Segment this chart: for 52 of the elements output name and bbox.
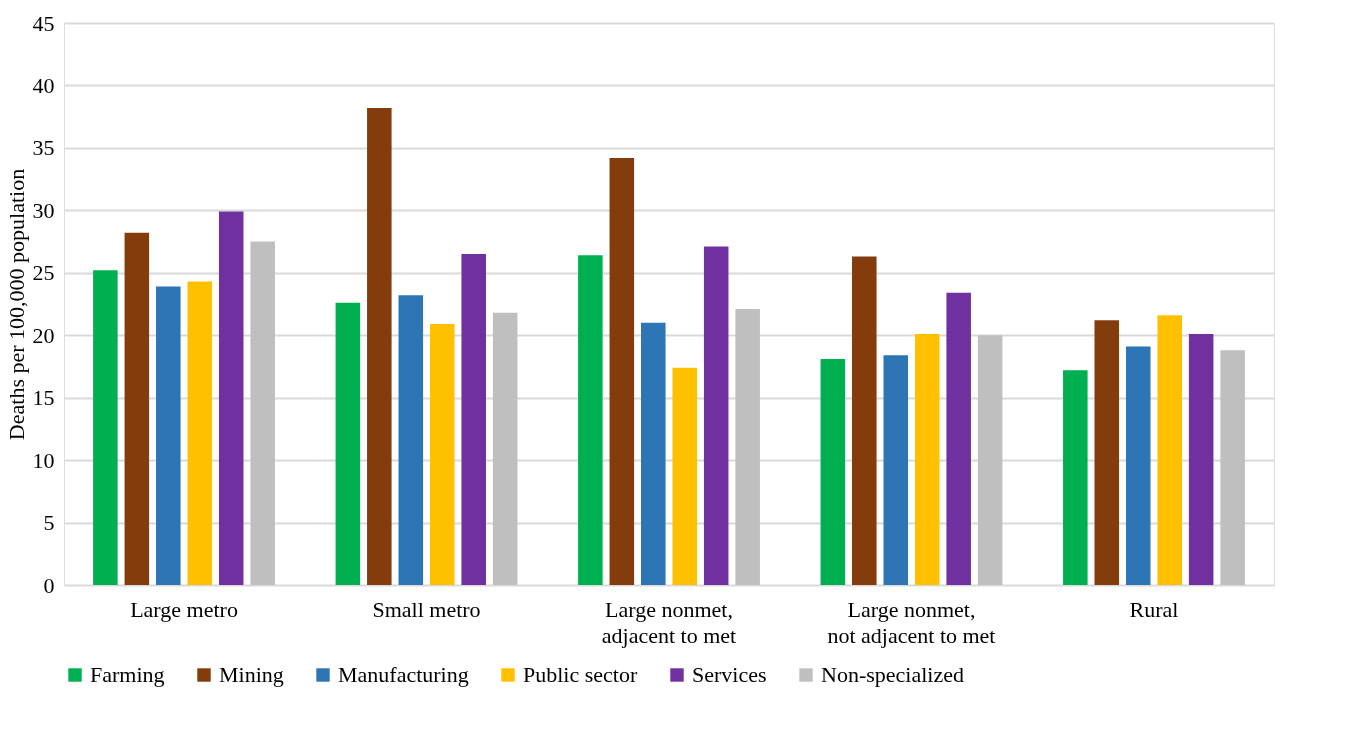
y-tick-label: 35 [32, 135, 55, 161]
bar [735, 309, 760, 585]
bar [461, 254, 486, 585]
x-tick-label: Small metro [372, 596, 481, 622]
bar [703, 246, 729, 585]
bar [367, 107, 392, 585]
bar [672, 367, 697, 585]
y-tick-label: 40 [32, 72, 55, 98]
bar [1125, 346, 1151, 585]
y-axis-title: Deaths per 100,000 population [3, 168, 29, 441]
bar [1157, 315, 1182, 585]
bar [335, 302, 361, 585]
bar [883, 355, 909, 585]
bar [914, 333, 940, 585]
legend-label: Mining [219, 662, 284, 687]
bar [218, 211, 244, 585]
bar [492, 312, 518, 585]
x-tick-label: Rural [1129, 596, 1179, 622]
y-tick-label: 15 [32, 385, 55, 411]
bar [156, 286, 181, 585]
y-tick-label: 5 [43, 510, 55, 536]
bar [429, 323, 455, 585]
bar [977, 335, 1003, 585]
legend-label: Farming [90, 662, 165, 687]
y-tick-label: 25 [32, 260, 55, 286]
bar [1220, 350, 1245, 585]
bar [1094, 320, 1120, 585]
bar [609, 157, 635, 585]
legend-label: Public sector [523, 662, 638, 687]
bar [820, 358, 846, 585]
y-tick-label: 45 [32, 10, 55, 36]
bar [1063, 370, 1088, 585]
x-tick-label: Large nonmet, adjacent to met [601, 596, 737, 648]
bar [187, 281, 213, 585]
bar [946, 292, 971, 585]
bar [250, 241, 275, 585]
y-tick-label: 0 [43, 572, 55, 598]
y-tick-label: 20 [32, 322, 55, 348]
y-tick-label: 30 [32, 197, 55, 223]
legend-label: Non-specialized [821, 662, 964, 687]
bar [1188, 333, 1214, 585]
bar [641, 322, 666, 585]
bar [93, 270, 118, 585]
x-tick-label: Large nonmet, not adjacent to met [827, 596, 996, 648]
y-tick-label: 10 [32, 447, 55, 473]
x-tick-label: Large metro [130, 596, 238, 622]
bar [124, 232, 150, 585]
bar [398, 295, 424, 585]
legend-label: Services [692, 662, 767, 687]
legend-label: Manufacturing [338, 662, 469, 687]
bar [578, 255, 603, 585]
bar [852, 256, 877, 585]
